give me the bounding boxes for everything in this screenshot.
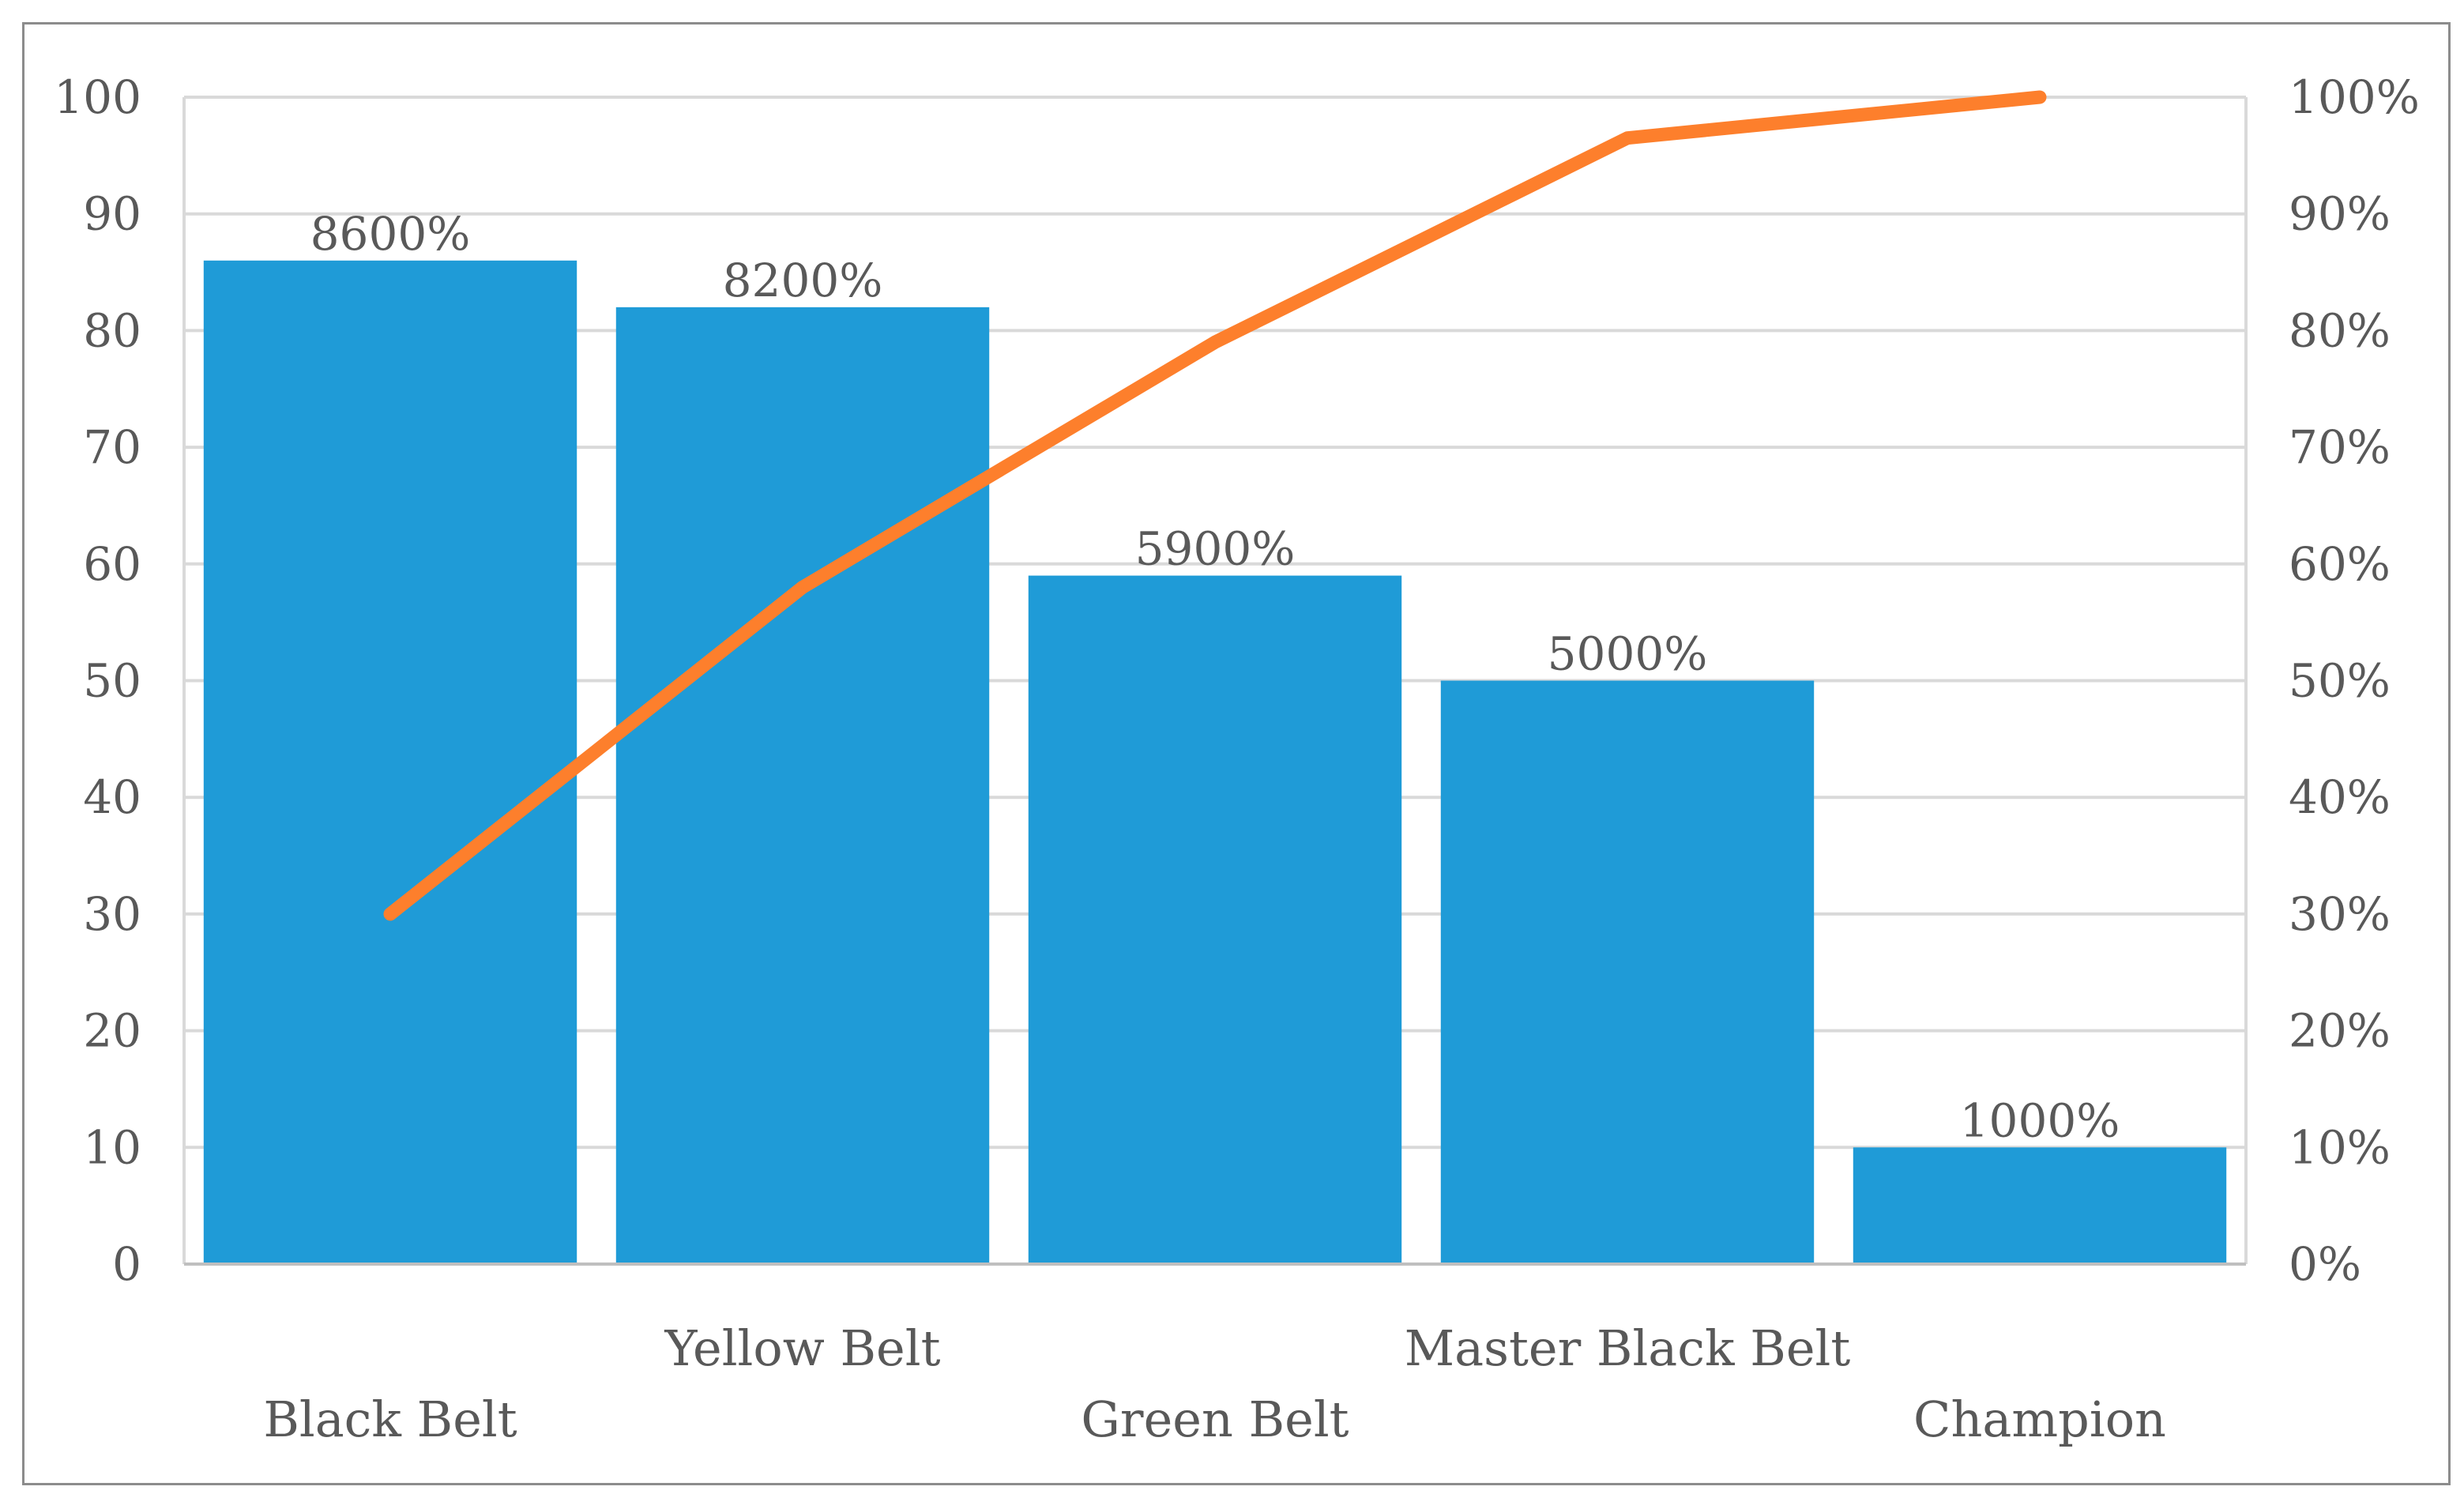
chart-frame: 0 10 20 30 40 50 60 70 80 90 100 0% 10% 20% 30% 40% 50% 6… bbox=[22, 22, 2451, 1485]
y-tick-label: 70 bbox=[83, 420, 141, 474]
y-tick-label: 60 bbox=[83, 537, 141, 591]
x-category-label: Master Black Belt bbox=[1405, 1319, 1851, 1377]
line-point bbox=[2038, 96, 2041, 99]
bar-data-label: 5900% bbox=[1135, 522, 1296, 576]
y2-tick-label: 60% bbox=[2289, 537, 2391, 591]
line-point bbox=[1626, 136, 1629, 140]
y-tick-label: 30 bbox=[83, 887, 141, 941]
y2-tick-label: 10% bbox=[2289, 1120, 2391, 1174]
y2-tick-label: 90% bbox=[2289, 187, 2391, 241]
y2-tick-label: 70% bbox=[2289, 420, 2391, 474]
x-category-label: Champion bbox=[1913, 1390, 2166, 1448]
bar bbox=[1028, 575, 1402, 1264]
bar bbox=[1853, 1147, 2227, 1264]
y2-tick-label: 20% bbox=[2289, 1004, 2391, 1058]
labels: 01020304050607080901000%10%20%30%40%50%6… bbox=[54, 70, 2420, 1448]
y-tick-label: 80 bbox=[83, 303, 141, 357]
x-category-label: Black Belt bbox=[263, 1390, 517, 1448]
bar-data-label: 8200% bbox=[723, 254, 883, 307]
y2-tick-label: 100% bbox=[2289, 70, 2420, 124]
y-tick-label: 90 bbox=[83, 187, 141, 241]
x-category-label: Green Belt bbox=[1081, 1390, 1349, 1448]
cumulative-line-series bbox=[383, 90, 2047, 921]
line-point bbox=[389, 912, 392, 916]
y-tick-label: 20 bbox=[83, 1004, 141, 1058]
y2-tick-label: 40% bbox=[2289, 770, 2391, 824]
x-category-label: Yellow Belt bbox=[664, 1319, 941, 1377]
y-tick-label: 0 bbox=[112, 1237, 141, 1291]
y2-tick-label: 0% bbox=[2289, 1237, 2361, 1291]
bar-data-label: 1000% bbox=[1960, 1093, 2120, 1147]
bar bbox=[615, 307, 990, 1264]
y-tick-label: 10 bbox=[83, 1120, 141, 1174]
y2-tick-label: 80% bbox=[2289, 303, 2391, 357]
y-tick-label: 40 bbox=[83, 770, 141, 824]
line-point bbox=[1213, 341, 1217, 344]
y-tick-label: 100 bbox=[54, 70, 141, 124]
axes bbox=[182, 97, 2248, 1266]
y2-tick-label: 50% bbox=[2289, 654, 2391, 708]
bar bbox=[1440, 680, 1815, 1264]
line-point bbox=[801, 585, 804, 589]
y-tick-label: 50 bbox=[83, 654, 141, 708]
bar-data-label: 5000% bbox=[1548, 627, 1708, 681]
y2-tick-label: 30% bbox=[2289, 887, 2391, 941]
bar-series bbox=[203, 260, 2227, 1264]
bar bbox=[203, 260, 577, 1264]
pareto-chart: 01020304050607080901000%10%20%30%40%50%6… bbox=[54, 70, 2420, 1448]
bar-data-label: 8600% bbox=[310, 207, 471, 261]
